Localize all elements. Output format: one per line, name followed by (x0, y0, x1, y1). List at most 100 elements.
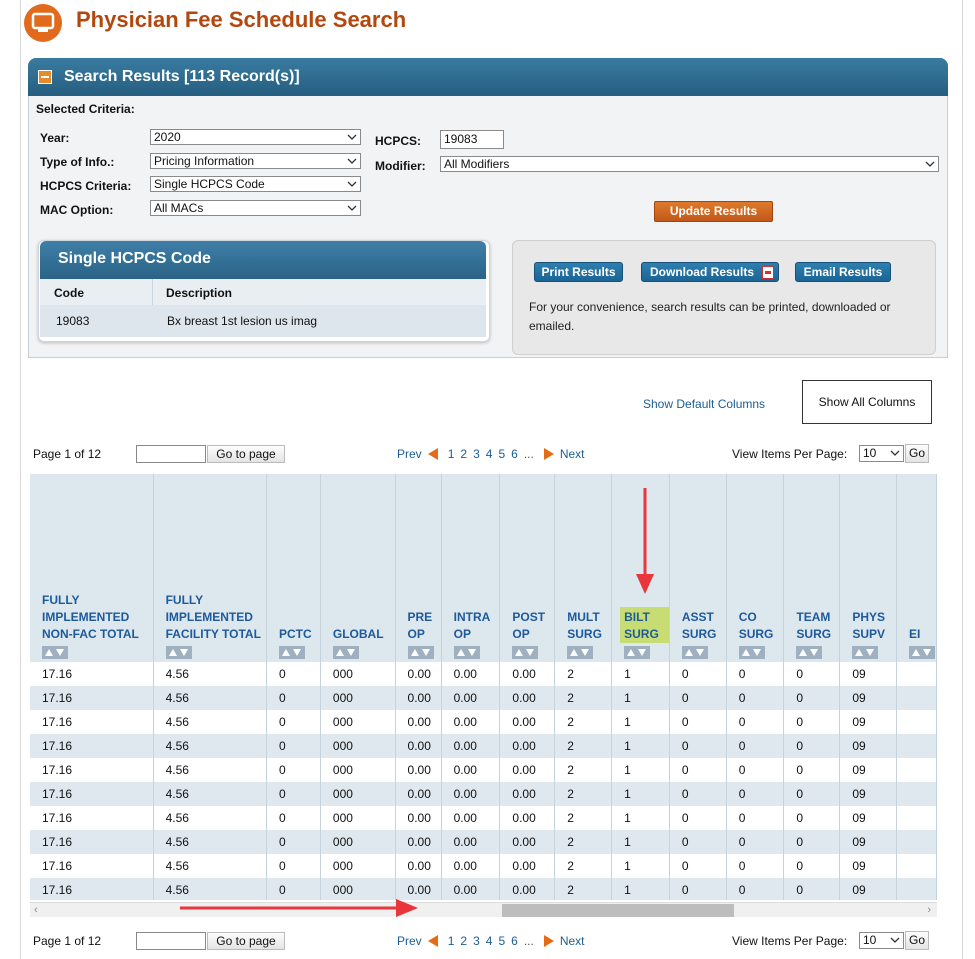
horizontal-scrollbar-thumb[interactable] (502, 904, 734, 917)
page-link-6[interactable]: 6 (511, 447, 518, 461)
table-row[interactable]: 17.16 4.56 0 000 0.00 0.00 0.00 2 1 0 0 0 09 (30, 782, 937, 806)
page-link-2[interactable]: 2 (460, 447, 468, 461)
prev-arrow-icon[interactable] (427, 935, 438, 947)
next-arrow-icon[interactable] (543, 935, 554, 947)
table-cell: 4.56 (153, 878, 267, 900)
table-cell: 0 (783, 830, 841, 854)
sort-arrows-icon[interactable] (42, 646, 68, 659)
sort-arrows-icon[interactable] (796, 646, 823, 659)
table-row[interactable]: 17.16 4.56 0 000 0.00 0.00 0.00 2 1 0 0 0 09 (30, 758, 937, 782)
email-results-button[interactable]: Email Results (795, 262, 891, 282)
goto-page-input[interactable] (136, 445, 206, 463)
search-results-header[interactable]: Search Results [113 Record(s)] (28, 58, 948, 96)
sort-arrows-icon[interactable] (453, 646, 480, 659)
table-row[interactable]: 17.16 4.56 0 000 0.00 0.00 0.00 2 1 0 0 0 09 (30, 686, 937, 710)
sort-arrows-icon[interactable] (852, 646, 879, 659)
page-link-6[interactable]: 6 (511, 934, 518, 948)
page-link-3[interactable]: 3 (473, 934, 480, 948)
horizontal-scrollbar[interactable]: ‹ › (30, 902, 937, 917)
page-link-5[interactable]: 5 (498, 447, 506, 461)
per-page-select-bottom[interactable]: 10 (859, 932, 904, 949)
table-cell: 4.56 (153, 830, 267, 854)
next-link[interactable]: Next (559, 934, 585, 948)
table-cell: 0.00 (395, 878, 442, 900)
type-of-info-select[interactable]: Pricing Information (150, 153, 361, 169)
print-results-button[interactable]: Print Results (534, 262, 623, 282)
sort-arrows-icon[interactable] (512, 646, 539, 659)
collapse-minus-icon[interactable] (38, 70, 52, 84)
mac-option-select[interactable]: All MACs (150, 200, 361, 216)
table-row[interactable]: 17.16 4.56 0 000 0.00 0.00 0.00 2 1 0 0 0 09 (30, 854, 937, 878)
show-all-columns-button[interactable]: Show All Columns (802, 380, 932, 424)
sort-arrows-icon[interactable] (738, 646, 765, 659)
actions-box: Print Results Download Results Email Res… (512, 240, 936, 355)
column-header-intra-op[interactable]: INTRA OP (441, 474, 501, 662)
prev-link[interactable]: Prev (397, 934, 422, 948)
table-cell: 2 (554, 854, 613, 878)
page-link-2[interactable]: 2 (460, 934, 468, 948)
sort-arrows-icon[interactable] (624, 646, 651, 659)
table-cell: 2 (554, 710, 613, 734)
column-header-pre-op[interactable]: PRE OP (395, 474, 442, 662)
page-link-3[interactable]: 3 (473, 447, 480, 461)
table-row[interactable]: 17.16 4.56 0 000 0.00 0.00 0.00 2 1 0 0 0 09 (30, 830, 937, 854)
download-results-button[interactable]: Download Results (641, 262, 779, 282)
hcpcs-input[interactable]: 19083 (440, 130, 504, 149)
table-cell: 17.16 (30, 662, 154, 686)
column-header-post-op[interactable]: POST OP (499, 474, 556, 662)
prev-link[interactable]: Prev (397, 447, 422, 461)
sort-arrows-icon[interactable] (909, 646, 935, 659)
page-link-4[interactable]: 4 (485, 447, 493, 461)
goto-page-button[interactable]: Go to page (207, 445, 285, 463)
sort-arrows-icon[interactable] (278, 646, 305, 659)
table-cell: 0 (783, 662, 841, 686)
column-header-team-surg[interactable]: TEAM SURG (783, 474, 841, 662)
hcpcs-criteria-value: Single HCPCS Code (154, 177, 265, 191)
goto-page-input-bottom[interactable] (136, 932, 206, 950)
column-header-mult-surg[interactable]: MULT SURG (554, 474, 613, 662)
page-link-4[interactable]: 4 (485, 934, 493, 948)
per-page-go-button-bottom[interactable]: Go (905, 931, 929, 950)
year-label: Year: (40, 131, 70, 145)
show-default-columns-link[interactable]: Show Default Columns (643, 397, 766, 411)
update-results-button[interactable]: Update Results (654, 201, 773, 222)
per-page-go-button[interactable]: Go (905, 444, 929, 463)
hcpcs-criteria-select[interactable]: Single HCPCS Code (150, 176, 361, 192)
table-cell: 0 (266, 662, 321, 686)
column-header-fully-implemented-facility-total[interactable]: FULLY IMPLEMENTED FACILITY TOTAL (153, 474, 267, 662)
prev-arrow-icon[interactable] (427, 448, 438, 460)
column-header-global[interactable]: GLOBAL (320, 474, 396, 662)
column-header-co-surg[interactable]: CO SURG (726, 474, 785, 662)
scroll-right-icon[interactable]: › (927, 904, 931, 916)
sort-arrows-icon[interactable] (332, 646, 359, 659)
table-row[interactable]: 17.16 4.56 0 000 0.00 0.00 0.00 2 1 0 0 0 09 (30, 710, 937, 734)
sort-arrows-icon[interactable] (681, 646, 708, 659)
year-select[interactable]: 2020 (150, 129, 361, 145)
page-link-1[interactable]: 1 (447, 934, 455, 948)
sort-arrows-icon[interactable] (165, 646, 192, 659)
table-row[interactable]: 17.16 4.56 0 000 0.00 0.00 0.00 2 1 0 0 0 09 (30, 878, 937, 900)
column-header-asst-surg[interactable]: ASST SURG (669, 474, 727, 662)
goto-page-button-bottom[interactable]: Go to page (207, 932, 285, 950)
sort-arrows-icon[interactable] (567, 646, 594, 659)
table-row[interactable]: 17.16 4.56 0 000 0.00 0.00 0.00 2 1 0 0 0 09 (30, 806, 937, 830)
table-cell: 0.00 (499, 830, 556, 854)
page-link-1[interactable]: 1 (447, 447, 455, 461)
next-arrow-icon[interactable] (543, 448, 554, 460)
column-header-phys-supv[interactable]: PHYS SUPV (839, 474, 897, 662)
scroll-left-icon[interactable]: ‹ (34, 904, 38, 916)
table-cell: 09 (839, 758, 897, 782)
modifier-select[interactable]: All Modifiers (440, 156, 939, 172)
column-header-pctc[interactable]: PCTC (266, 474, 321, 662)
table-cell: 0 (266, 854, 321, 878)
column-header-bilt-surg[interactable]: BILT SURG (611, 474, 670, 662)
download-results-label: Download Results (649, 265, 754, 279)
page-link-5[interactable]: 5 (498, 934, 506, 948)
column-header-ei[interactable]: EI (896, 474, 937, 662)
next-link[interactable]: Next (559, 447, 585, 461)
table-row[interactable]: 17.16 4.56 0 000 0.00 0.00 0.00 2 1 0 0 0 09 (30, 734, 937, 758)
sort-arrows-icon[interactable] (407, 646, 434, 659)
per-page-select[interactable]: 10 (859, 445, 904, 462)
column-header-fully-implemented-non-fac-total[interactable]: FULLY IMPLEMENTED NON-FAC TOTAL (30, 474, 154, 662)
table-row[interactable]: 17.16 4.56 0 000 0.00 0.00 0.00 2 1 0 0 0 09 (30, 662, 937, 686)
